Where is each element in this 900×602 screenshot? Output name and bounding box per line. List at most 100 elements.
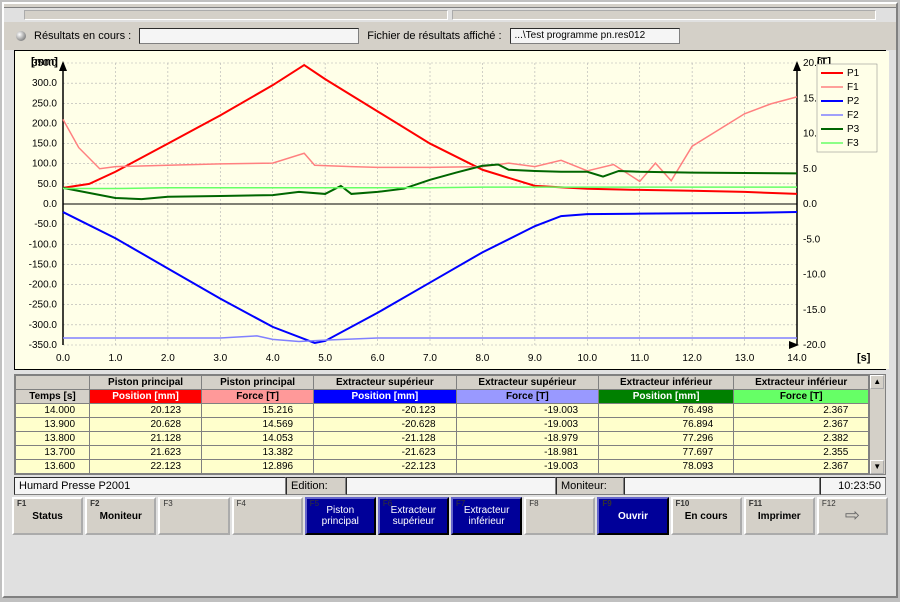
svg-text:[mm]: [mm] — [31, 56, 58, 68]
table-group-header: Extracteur supérieur — [314, 376, 456, 390]
results-radio[interactable] — [16, 31, 26, 41]
svg-text:0.0: 0.0 — [43, 199, 57, 210]
svg-text:-200.0: -200.0 — [29, 280, 58, 291]
svg-text:0.0: 0.0 — [56, 353, 70, 364]
table-cell: 13.600 — [16, 460, 90, 474]
file-label: Fichier de résultats affiché : — [367, 30, 501, 42]
svg-text:P3: P3 — [847, 124, 860, 135]
table-cell: 13.382 — [202, 446, 314, 460]
info-row: Résultats en cours : Fichier de résultat… — [4, 22, 896, 50]
svg-text:2.0: 2.0 — [161, 353, 175, 364]
table-cell: 12.896 — [202, 460, 314, 474]
results-label: Résultats en cours : — [34, 30, 131, 42]
svg-text:-20.0: -20.0 — [803, 340, 826, 351]
table-group-header: Piston principal — [90, 376, 202, 390]
table-sub-header: Position [mm] — [90, 390, 202, 404]
status-bar: Humard Presse P2001 Edition: Moniteur: 1… — [14, 477, 886, 495]
fkey-f6[interactable]: F6Extracteur supérieur — [378, 497, 449, 535]
svg-text:-350.0: -350.0 — [29, 340, 58, 351]
svg-text:6.0: 6.0 — [371, 353, 385, 364]
fkey-label: Moniteur — [100, 511, 142, 522]
file-field[interactable]: ...\Test programme pn.res012 — [510, 28, 680, 44]
fkey-f2[interactable]: F2Moniteur — [85, 497, 156, 535]
svg-text:10.0: 10.0 — [578, 353, 598, 364]
table-cell: -19.003 — [456, 460, 598, 474]
svg-text:300.0: 300.0 — [32, 78, 57, 89]
scroll-down-button[interactable]: ▼ — [870, 460, 884, 474]
table-cell: -22.123 — [314, 460, 456, 474]
scroll-up-button[interactable]: ▲ — [870, 375, 884, 389]
fkey-f8[interactable]: F8 — [524, 497, 595, 535]
svg-text:9.0: 9.0 — [528, 353, 542, 364]
table-scrollbar[interactable]: ▲ ▼ — [869, 375, 885, 474]
table-cell: -18.979 — [456, 432, 598, 446]
svg-text:-100.0: -100.0 — [29, 239, 58, 250]
table-cell: -19.003 — [456, 404, 598, 418]
fkey-f9[interactable]: F9Ouvrir — [597, 497, 668, 535]
table-cell: 22.123 — [90, 460, 202, 474]
results-field[interactable] — [139, 28, 359, 44]
fkey-label: En cours — [685, 511, 728, 522]
table-cell: 21.623 — [90, 446, 202, 460]
fkey-f4[interactable]: F4 — [232, 497, 303, 535]
table-cell: 20.123 — [90, 404, 202, 418]
table-sub-header: Force [T] — [202, 390, 314, 404]
table-sub-header: Force [T] — [456, 390, 598, 404]
svg-text:5.0: 5.0 — [803, 164, 817, 175]
fkey-f3[interactable]: F3 — [158, 497, 229, 535]
svg-text:-15.0: -15.0 — [803, 305, 826, 316]
edition-field[interactable] — [346, 477, 556, 495]
table-cell: 77.296 — [599, 432, 734, 446]
table-cell: -20.123 — [314, 404, 456, 418]
table-cell: -21.128 — [314, 432, 456, 446]
svg-text:0.0: 0.0 — [803, 199, 817, 210]
table-group-header: Extracteur inférieur — [734, 376, 869, 390]
svg-text:F3: F3 — [847, 138, 859, 149]
moniteur-field[interactable] — [624, 477, 820, 495]
arrow-right-icon: ⇨ — [845, 506, 860, 526]
table-row: 14.00020.12315.216-20.123-19.00376.4982.… — [16, 404, 869, 418]
table-cell: 15.216 — [202, 404, 314, 418]
svg-text:F2: F2 — [847, 110, 859, 121]
svg-text:3.0: 3.0 — [213, 353, 227, 364]
fkey-f7[interactable]: F7Extracteur inférieur — [451, 497, 522, 535]
table-cell: 14.569 — [202, 418, 314, 432]
svg-text:-150.0: -150.0 — [29, 259, 58, 270]
table-group-header — [16, 376, 90, 390]
svg-text:-10.0: -10.0 — [803, 270, 826, 281]
decor-row — [4, 8, 896, 22]
table-cell: -20.628 — [314, 418, 456, 432]
table-cell: 13.700 — [16, 446, 90, 460]
table-cell: 2.382 — [734, 432, 869, 446]
svg-text:-300.0: -300.0 — [29, 320, 58, 331]
table-cell: 14.000 — [16, 404, 90, 418]
table-cell: 13.900 — [16, 418, 90, 432]
svg-text:13.0: 13.0 — [735, 353, 755, 364]
svg-text:200.0: 200.0 — [32, 118, 57, 129]
table-sub-header: Position [mm] — [599, 390, 734, 404]
fkey-f10[interactable]: F10En cours — [671, 497, 742, 535]
fkey-f5[interactable]: F5Piston principal — [305, 497, 376, 535]
fkey-f1[interactable]: F1Status — [12, 497, 83, 535]
table-row: 13.80021.12814.053-21.128-18.97977.2962.… — [16, 432, 869, 446]
table-row: 13.60022.12312.896-22.123-19.00378.0932.… — [16, 460, 869, 474]
svg-text:7.0: 7.0 — [423, 353, 437, 364]
fkey-f12[interactable]: F12⇨ — [817, 497, 888, 535]
table-group-header: Extracteur inférieur — [599, 376, 734, 390]
table-group-header: Piston principal — [202, 376, 314, 390]
table-row: 13.90020.62814.569-20.628-19.00376.8942.… — [16, 418, 869, 432]
svg-text:1.0: 1.0 — [108, 353, 122, 364]
svg-text:14.0: 14.0 — [787, 353, 807, 364]
svg-text:150.0: 150.0 — [32, 139, 57, 150]
table-cell: 20.628 — [90, 418, 202, 432]
status-machine: Humard Presse P2001 — [14, 477, 286, 495]
fkey-f11[interactable]: F11Imprimer — [744, 497, 815, 535]
table-cell: 2.355 — [734, 446, 869, 460]
svg-text:4.0: 4.0 — [266, 353, 280, 364]
svg-text:-50.0: -50.0 — [34, 219, 57, 230]
table-cell: 2.367 — [734, 418, 869, 432]
svg-text:-250.0: -250.0 — [29, 300, 58, 311]
app-window: Résultats en cours : Fichier de résultat… — [2, 2, 898, 598]
table-sub-header: Position [mm] — [314, 390, 456, 404]
svg-text:-5.0: -5.0 — [803, 234, 821, 245]
